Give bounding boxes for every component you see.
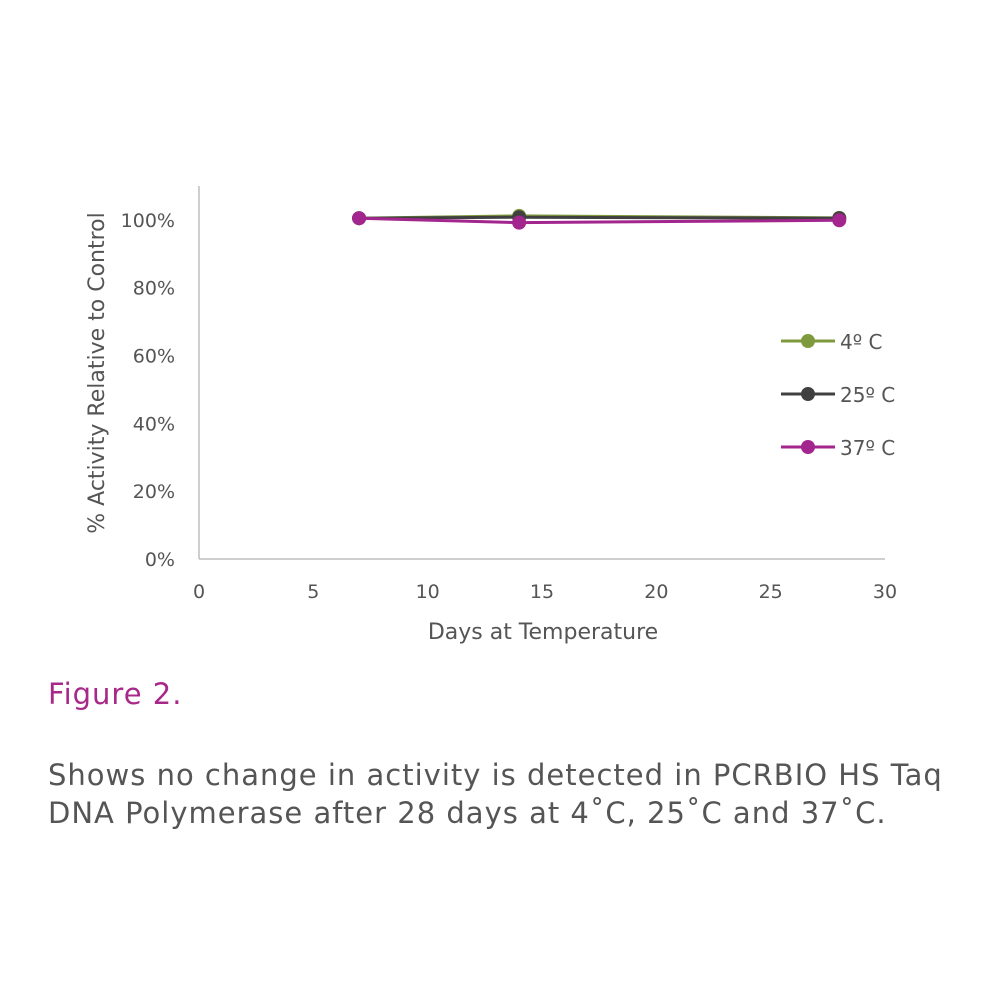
data-point xyxy=(512,215,527,230)
x-tick-label: 0 xyxy=(193,581,205,603)
y-tick-label: 40% xyxy=(133,413,175,435)
data-point xyxy=(352,211,367,226)
legend-label: 25º C xyxy=(840,383,895,407)
x-tick-label: 10 xyxy=(416,581,440,603)
y-tick-label: 80% xyxy=(133,278,175,300)
legend-item: 37º C xyxy=(781,436,895,460)
x-tick-label: 25 xyxy=(759,581,783,603)
y-tick-label: 0% xyxy=(145,549,175,571)
series-line xyxy=(359,215,840,220)
figure-label: Figure 2. xyxy=(48,677,183,711)
caption-line: Shows no change in activity is detected … xyxy=(48,758,943,792)
x-tick-label: 5 xyxy=(307,581,319,603)
data-point xyxy=(832,213,847,228)
chart-legend: 4º C 25º C 37º C xyxy=(781,330,895,460)
legend-item: 4º C xyxy=(781,330,882,354)
legend-marker xyxy=(801,440,815,454)
x-axis-title: Days at Temperature xyxy=(428,620,658,645)
series-group xyxy=(352,211,847,230)
chart: 0% 20% 40% 60% 80% 100% 0 5 10 15 20 25 30 4º C 25º C… xyxy=(85,186,897,645)
caption-line: DNA Polymerase after 28 days at 4˚C, 25˚… xyxy=(48,796,887,830)
figure-caption: Shows no change in activity is detected … xyxy=(48,756,988,832)
legend-label: 4º C xyxy=(840,330,882,354)
y-axis-title: % Activity Relative to Control xyxy=(85,212,110,533)
legend-marker xyxy=(801,387,815,401)
y-tick-label: 100% xyxy=(121,210,175,232)
x-tick-label: 30 xyxy=(873,581,897,603)
x-tick-label: 15 xyxy=(530,581,554,603)
y-tick-label: 60% xyxy=(133,346,175,368)
chart-series xyxy=(352,208,847,230)
chart-axes: 0% 20% 40% 60% 80% 100% 0 5 10 15 20 25 30 xyxy=(121,186,897,603)
x-tick-label: 20 xyxy=(644,581,668,603)
y-tick-label: 20% xyxy=(133,481,175,503)
legend-marker xyxy=(801,334,815,348)
legend-item: 25º C xyxy=(781,383,895,407)
legend-label: 37º C xyxy=(840,436,895,460)
